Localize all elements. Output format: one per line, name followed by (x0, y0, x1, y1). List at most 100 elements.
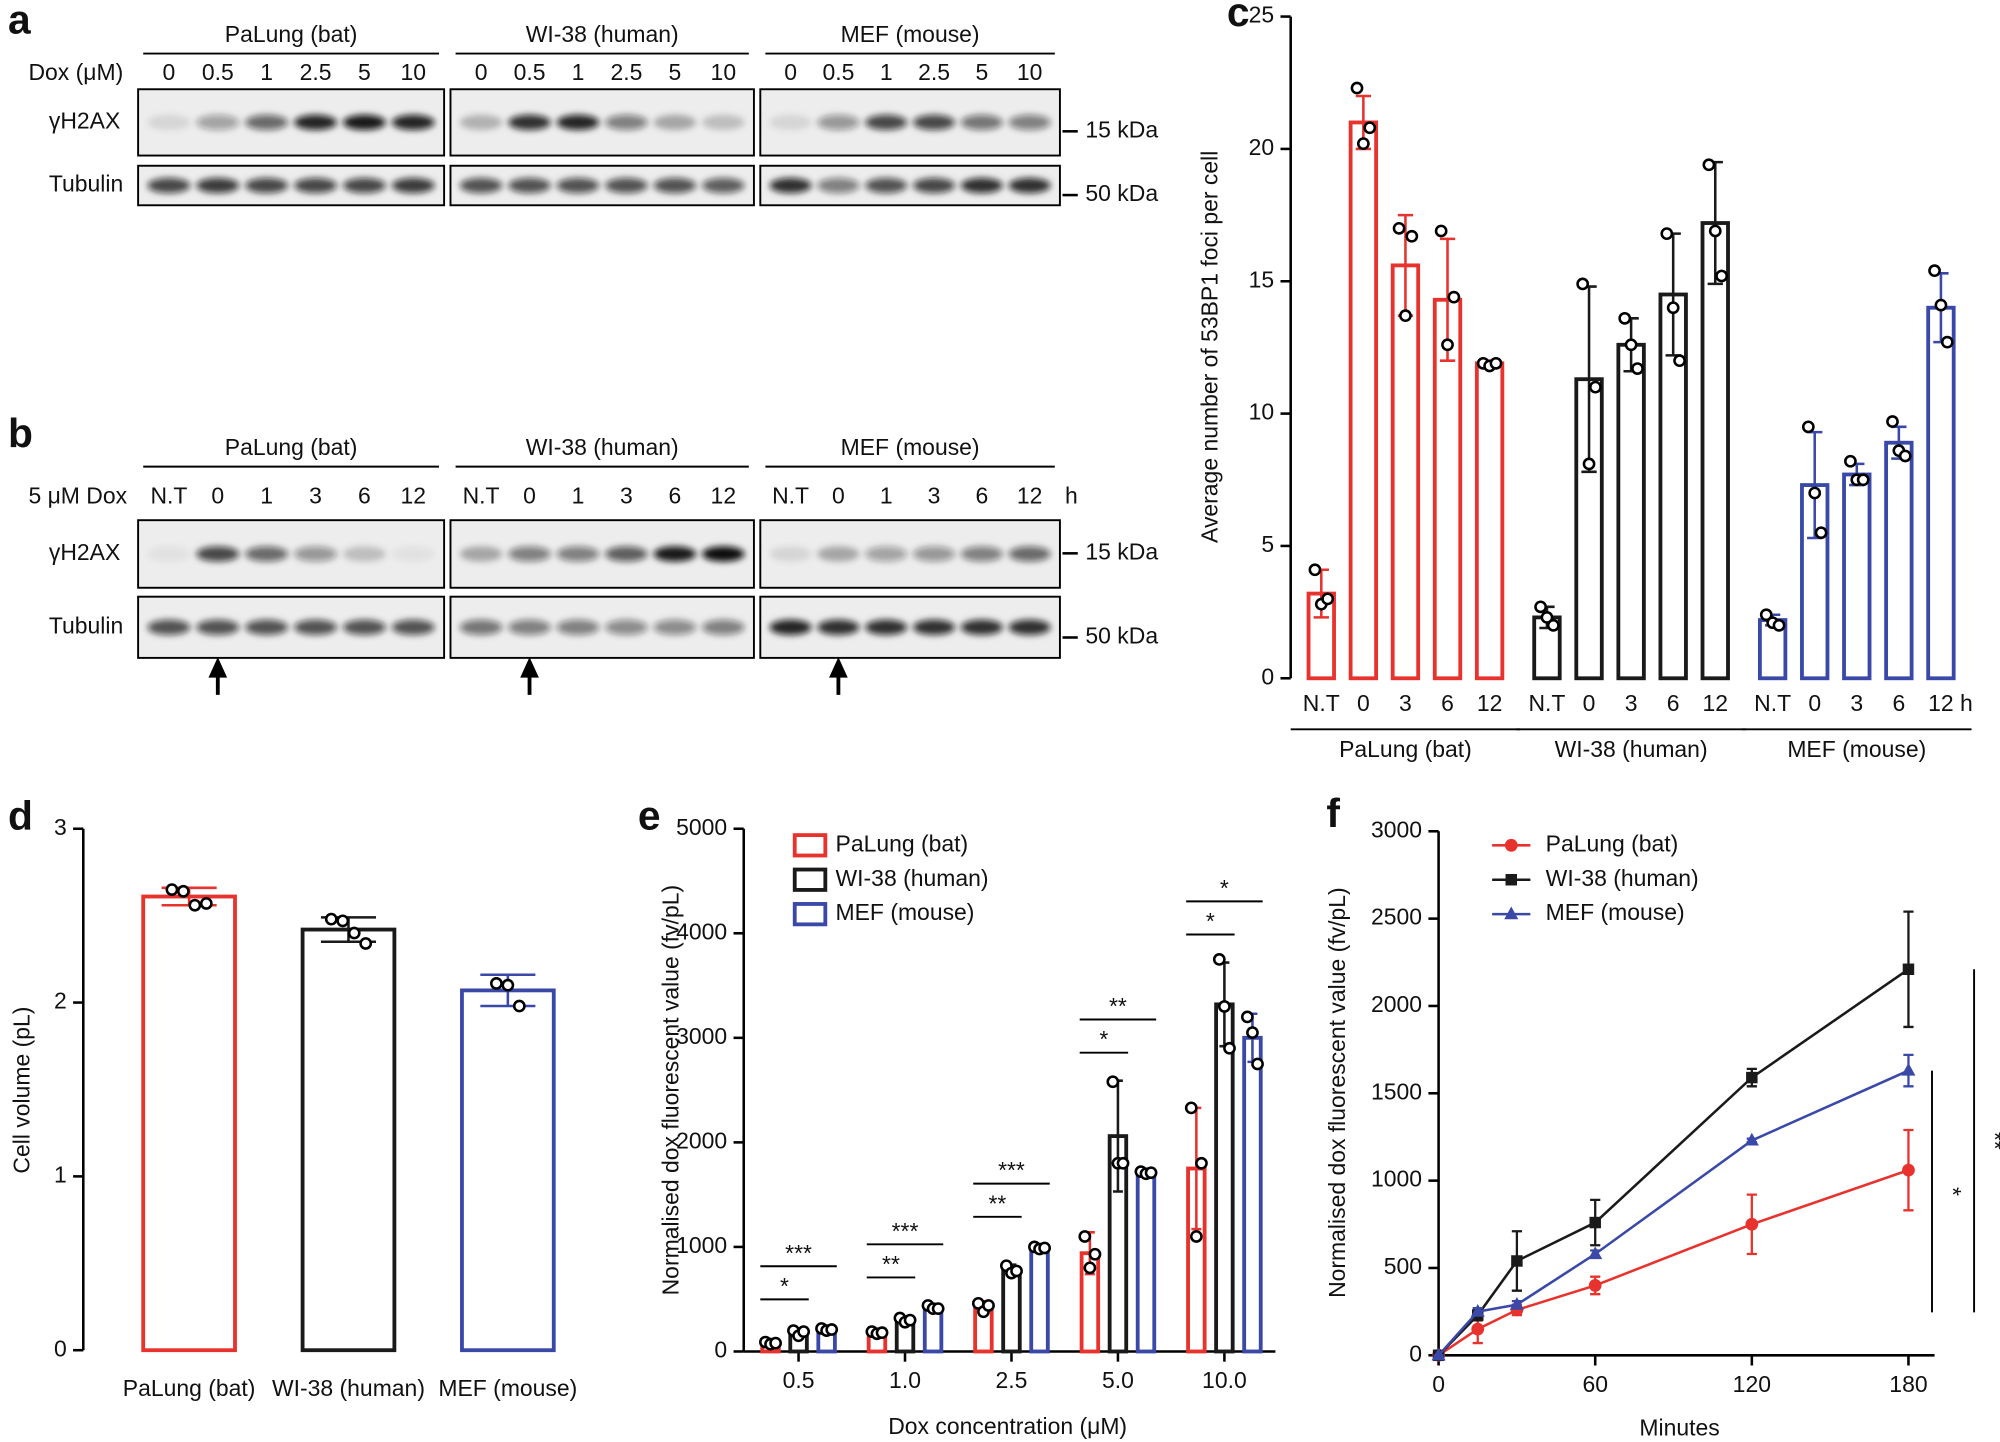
data-point (1673, 354, 1686, 368)
data-point (490, 977, 503, 990)
legend-swatch (792, 902, 828, 927)
data-point (1189, 1230, 1203, 1243)
marker (1588, 1279, 1602, 1292)
band (459, 114, 503, 131)
lane-label: 3 (309, 482, 322, 508)
bar (1842, 472, 1872, 681)
x-tick-label: N.T (1754, 690, 1791, 716)
data-point (769, 1336, 782, 1350)
lane-label: 1 (572, 59, 585, 85)
band (865, 177, 908, 194)
lane-label: 1 (572, 482, 585, 508)
x-tick-label: 1.0 (889, 1367, 921, 1393)
data-point (1246, 1026, 1259, 1039)
band (459, 546, 503, 562)
y-axis-label: Normalised dox fluorescent value (fv/pL) (657, 885, 683, 1296)
x-tick-label: 6 (1441, 690, 1454, 716)
y-axis-label: Average number of 53BP1 foci per cell (1197, 151, 1223, 543)
marker-label: 50 kDa (1085, 180, 1158, 206)
band (817, 177, 860, 194)
y-axis-label: Cell volume (pL) (8, 1007, 34, 1174)
x-tick-label: 0 (1432, 1371, 1445, 1397)
x-tick-label: 12 (1703, 690, 1729, 716)
unit-label: h (1065, 482, 1078, 508)
significance-label: *** (998, 1157, 1025, 1183)
data-point (1618, 311, 1632, 325)
data-point (1106, 1075, 1120, 1089)
significance-label: * (1940, 1187, 1966, 1196)
significance-label: ** (1109, 993, 1127, 1019)
band (556, 619, 600, 635)
bar (1800, 483, 1830, 681)
panel-letter: d (8, 792, 33, 838)
data-point (336, 914, 350, 928)
data-point (1934, 298, 1948, 312)
bar (1214, 1002, 1235, 1354)
data-point (1038, 1241, 1051, 1255)
data-point (903, 1313, 917, 1327)
lane-label: 12 (711, 482, 737, 508)
band (147, 546, 191, 562)
lane-label: 0.5 (514, 59, 546, 85)
data-point (324, 912, 338, 926)
band (391, 619, 435, 635)
marker (1471, 1322, 1485, 1336)
marker-label: 50 kDa (1085, 623, 1158, 649)
y-tick-label: 1 (54, 1161, 67, 1187)
data-point (1534, 600, 1547, 614)
x-tick-label: 6 (1667, 690, 1680, 716)
bar (1474, 361, 1505, 681)
band (294, 114, 338, 131)
x-tick-label: WI-38 (human) (272, 1375, 425, 1401)
significance-label: * (1220, 875, 1229, 901)
y-axis-label: Normalised dox fluorescent value (fv/pL) (1324, 887, 1350, 1298)
band (605, 619, 648, 635)
band (960, 114, 1003, 131)
band (342, 177, 386, 194)
lane-label: 10 (711, 59, 737, 85)
data-point (825, 1323, 839, 1336)
legend-label: MEF (mouse) (836, 899, 975, 925)
legend-swatch (792, 833, 828, 858)
band (769, 546, 812, 562)
bar (1029, 1246, 1050, 1354)
y-tick-label: 500 (1384, 1253, 1422, 1279)
group-label: PaLung (bat) (225, 434, 358, 460)
data-point (1251, 1057, 1264, 1071)
data-point (1582, 457, 1596, 471)
y-tick-label: 2500 (1371, 904, 1422, 930)
x-tick-label: 0 (1357, 690, 1370, 716)
data-point (199, 897, 213, 910)
data-point (1116, 1156, 1130, 1170)
data-point (1808, 486, 1822, 500)
data-point (1540, 611, 1554, 624)
significance-label: * (1206, 908, 1215, 934)
group-label: MEF (mouse) (1787, 736, 1926, 762)
lane-label: 1 (880, 59, 893, 85)
bar (1432, 297, 1463, 681)
row-label: γH2AX (49, 107, 120, 133)
group-label: WI-38 (human) (526, 434, 679, 460)
y-tick-label: 0 (714, 1337, 727, 1363)
band (391, 546, 435, 562)
y-tick-label: 20 (1249, 134, 1275, 160)
marker (1588, 1246, 1603, 1260)
band (556, 114, 600, 131)
series-line (1437, 1069, 1909, 1357)
data-point (1392, 221, 1406, 235)
legend-label: WI-38 (human) (836, 865, 989, 891)
band (459, 177, 503, 194)
lane-label: 2.5 (918, 59, 950, 85)
marker (1509, 1296, 1524, 1310)
marker-label: 15 kDa (1085, 116, 1158, 142)
x-tick-label: 0.5 (783, 1367, 815, 1393)
data-point (347, 926, 361, 940)
x-tick-label: N.T (1528, 690, 1565, 716)
lane-label: 10 (401, 59, 427, 85)
band (245, 619, 289, 635)
lane-label: 0 (832, 482, 845, 508)
lane-label: 0 (475, 59, 488, 85)
band (605, 546, 648, 562)
y-tick-label: 1500 (1371, 1078, 1422, 1104)
